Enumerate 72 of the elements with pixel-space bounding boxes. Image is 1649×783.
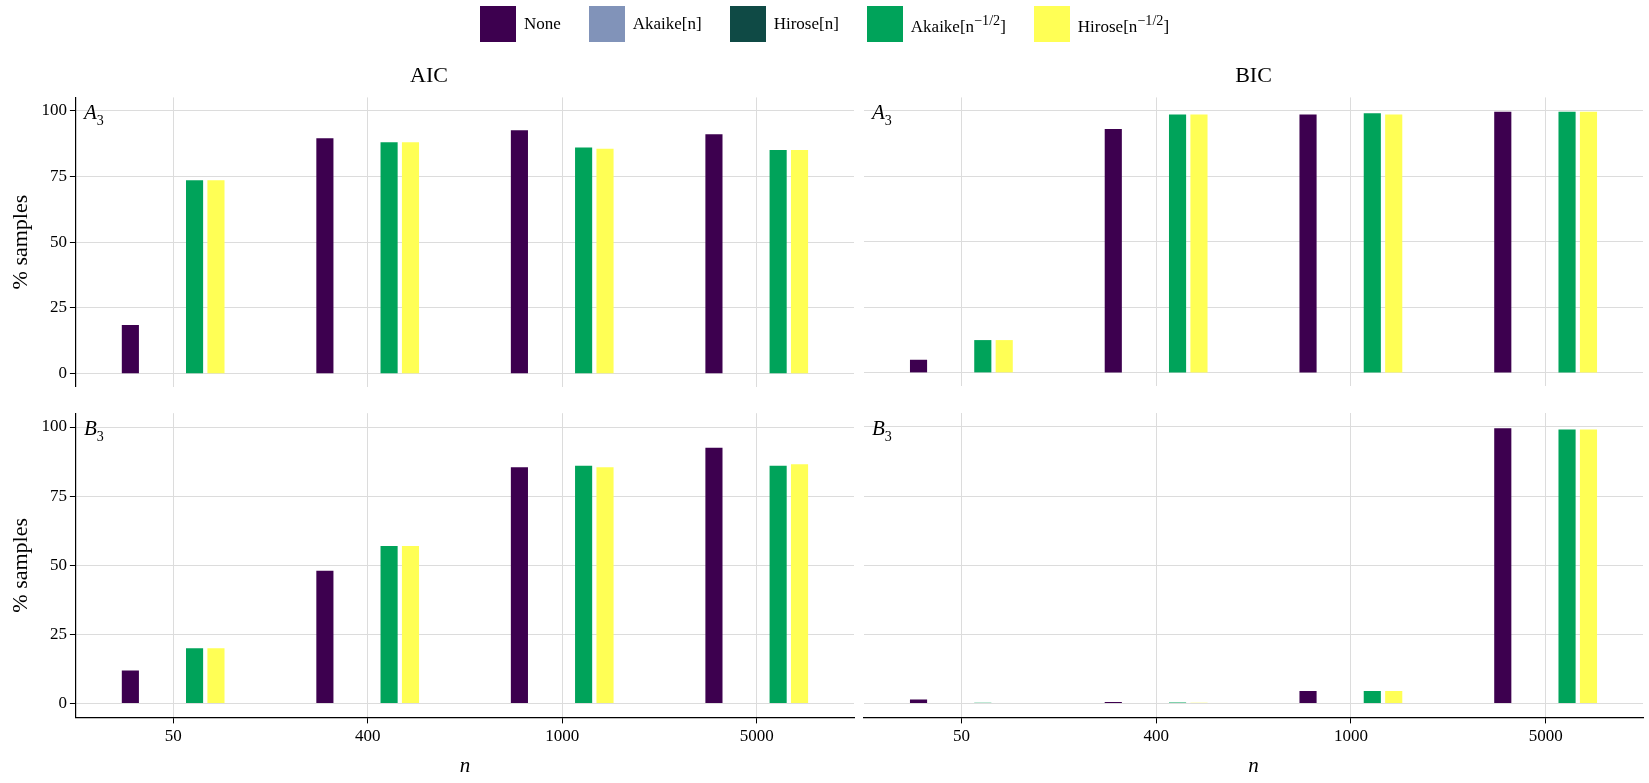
x-axis-title: n bbox=[1248, 752, 1259, 777]
y-tick-label: 50 bbox=[49, 231, 67, 251]
bar bbox=[596, 467, 614, 704]
y-tick-label: 25 bbox=[49, 297, 67, 317]
y-tick-label: 0 bbox=[58, 363, 67, 383]
y-tick-label: 100 bbox=[41, 416, 67, 436]
bar bbox=[380, 545, 398, 704]
chart-title: BIC bbox=[1235, 61, 1272, 87]
bar bbox=[909, 699, 928, 704]
x-axis-title: n bbox=[459, 752, 471, 777]
bar bbox=[1558, 111, 1576, 373]
bar bbox=[1299, 691, 1317, 704]
bar bbox=[1494, 111, 1512, 373]
bar bbox=[995, 340, 1013, 373]
bar bbox=[1494, 428, 1512, 704]
bar bbox=[207, 648, 225, 704]
bar bbox=[1558, 429, 1576, 704]
bar bbox=[316, 570, 334, 704]
y-axis-title: % samples bbox=[6, 194, 32, 290]
y-tick-label: 0 bbox=[58, 693, 67, 713]
bar bbox=[909, 359, 928, 373]
bar bbox=[1579, 111, 1598, 373]
y-axis-title: % samples bbox=[6, 517, 32, 613]
bar bbox=[510, 130, 528, 374]
bar bbox=[575, 147, 593, 374]
y-tick-label: 75 bbox=[49, 165, 67, 185]
bar bbox=[121, 324, 139, 374]
x-tick-label: 1000 bbox=[1333, 726, 1368, 746]
bar bbox=[1363, 113, 1381, 373]
y-tick-label: 100 bbox=[41, 100, 67, 120]
bar bbox=[186, 180, 204, 374]
bar bbox=[1299, 114, 1317, 373]
bar bbox=[705, 447, 723, 704]
bar bbox=[1168, 114, 1187, 373]
x-tick-label: 50 bbox=[164, 726, 182, 746]
bar bbox=[769, 465, 787, 704]
y-tick-label: 50 bbox=[49, 554, 67, 574]
bar bbox=[705, 134, 723, 374]
bar bbox=[1363, 691, 1381, 704]
x-tick-label: 400 bbox=[1143, 726, 1169, 746]
chart-title: AIC bbox=[410, 61, 448, 87]
bar bbox=[316, 138, 334, 374]
bar bbox=[1104, 128, 1122, 373]
bar bbox=[596, 148, 614, 374]
y-tick-label: 25 bbox=[49, 623, 67, 643]
legend-label: None bbox=[523, 14, 561, 34]
bar bbox=[974, 340, 992, 373]
bar bbox=[401, 545, 420, 704]
bar bbox=[1579, 429, 1598, 704]
x-tick-label: 5000 bbox=[739, 726, 774, 746]
bar bbox=[790, 464, 809, 704]
x-tick-label: 1000 bbox=[545, 726, 580, 746]
bar bbox=[790, 150, 809, 374]
bar bbox=[401, 142, 420, 374]
bar bbox=[121, 670, 139, 704]
legend-label: Hirose[n] bbox=[773, 14, 839, 34]
x-tick-label: 50 bbox=[952, 726, 970, 746]
y-tick-label: 75 bbox=[49, 485, 67, 505]
bar bbox=[510, 467, 528, 704]
x-tick-label: 5000 bbox=[1528, 726, 1563, 746]
bar bbox=[575, 465, 593, 704]
x-tick-label: 400 bbox=[354, 726, 381, 746]
bar bbox=[207, 180, 225, 374]
bar bbox=[186, 648, 204, 704]
bar bbox=[380, 142, 398, 374]
bar bbox=[769, 150, 787, 374]
bar bbox=[1190, 114, 1208, 373]
legend-label: Hirose[n$^{−1/2}$] bbox=[1077, 11, 1170, 37]
legend-label: Akaike[n] bbox=[632, 14, 702, 34]
legend-label: Akaike[n$^{−1/2}$] bbox=[910, 11, 1006, 37]
bar bbox=[1385, 691, 1403, 704]
bar bbox=[1385, 114, 1403, 373]
